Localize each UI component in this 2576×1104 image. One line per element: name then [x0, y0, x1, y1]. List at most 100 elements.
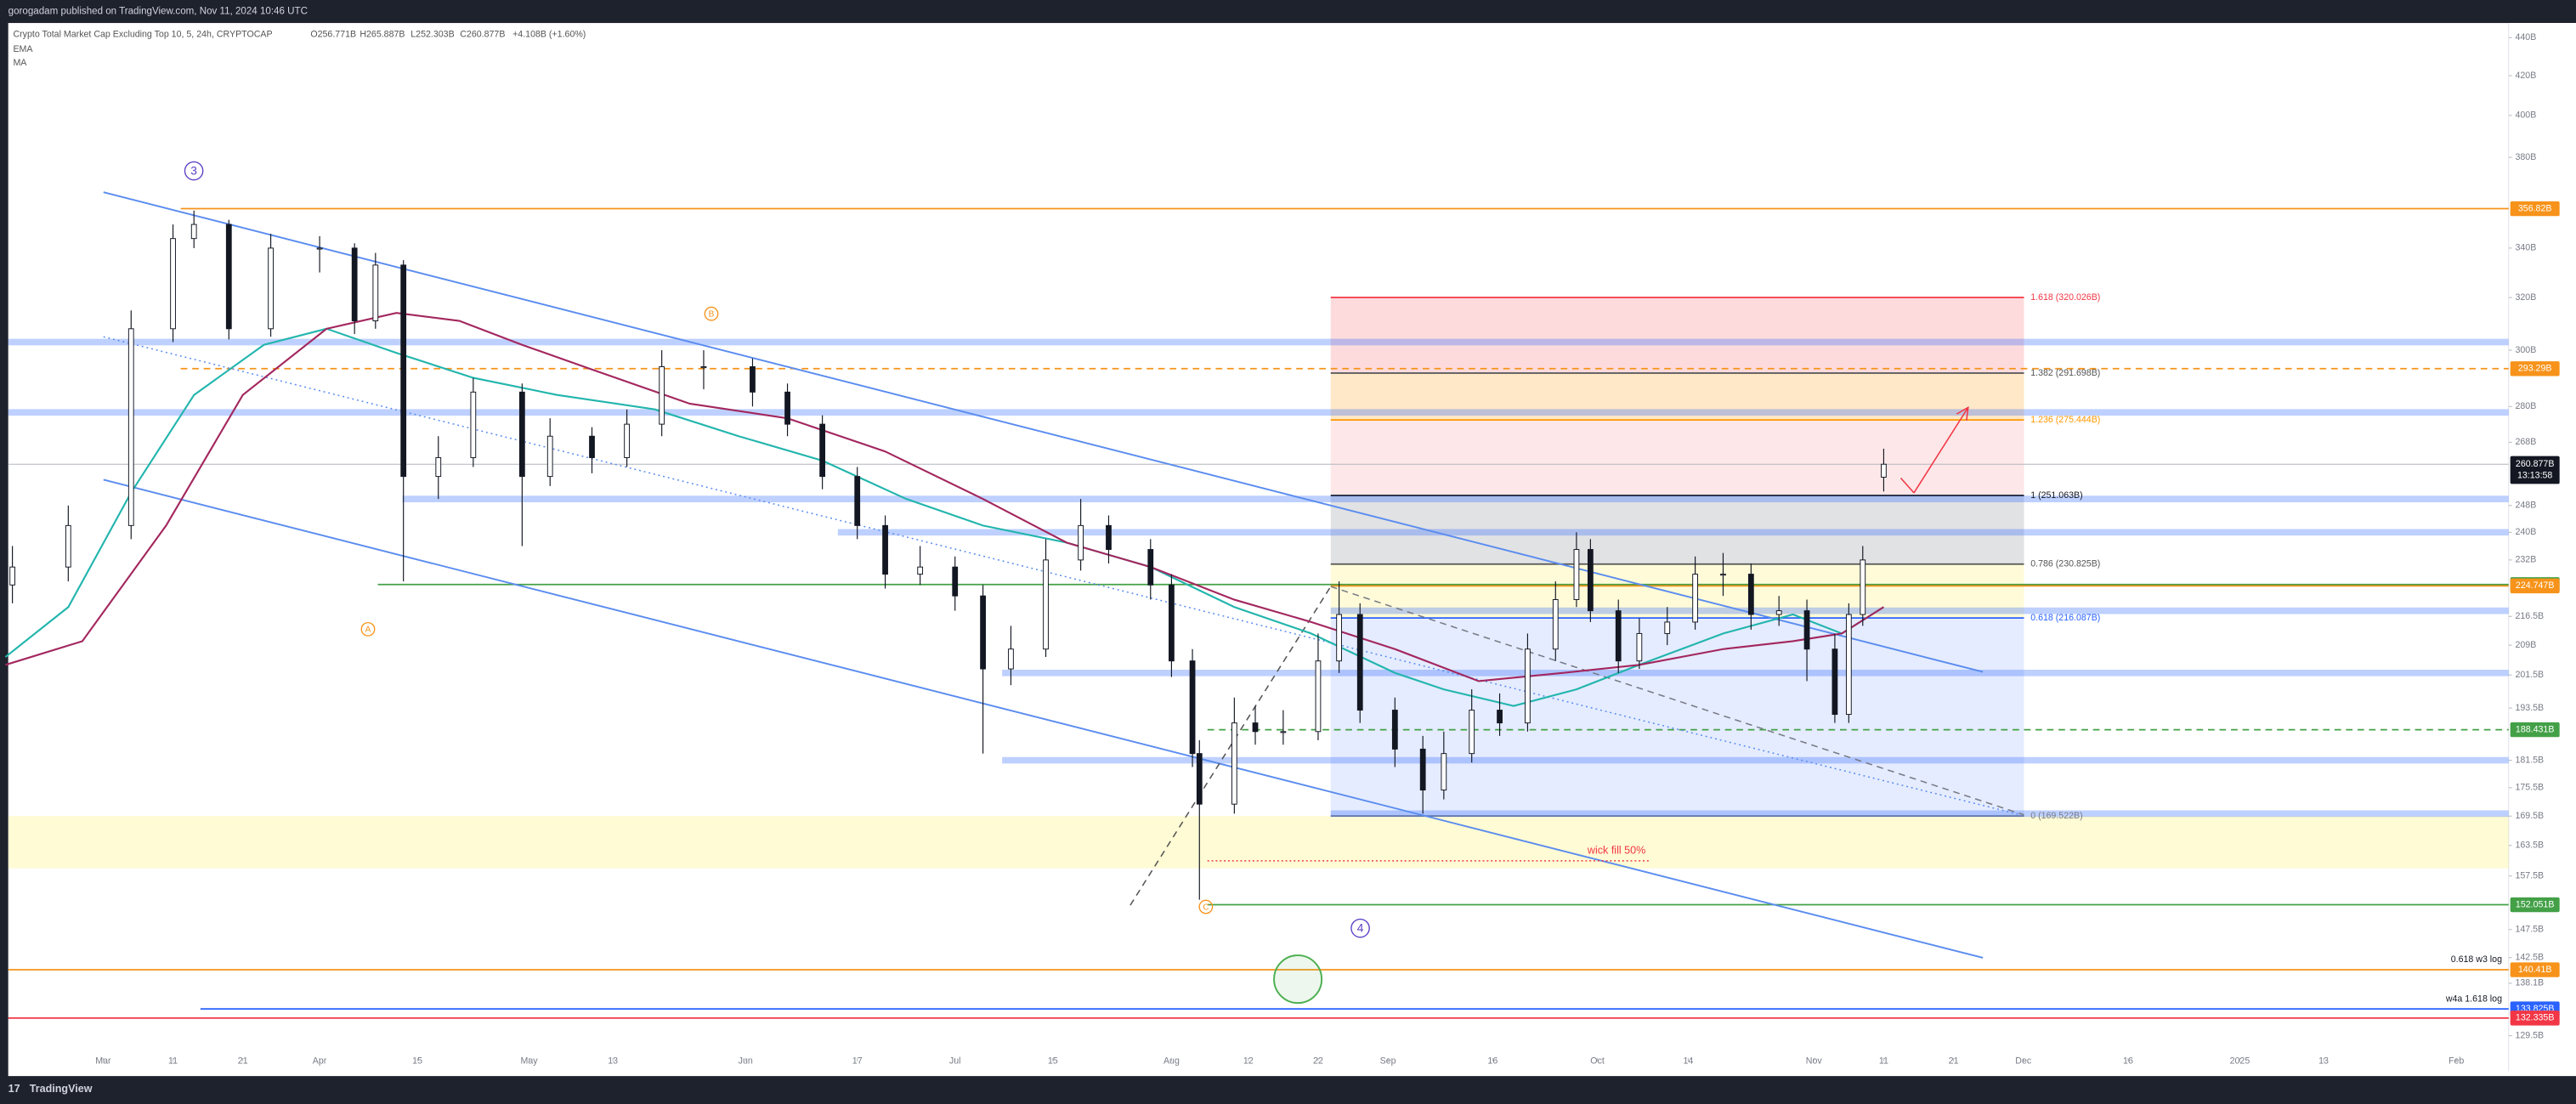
x-tick-label: 11 — [168, 1056, 178, 1067]
y-tick-label: 142.5B — [2515, 953, 2544, 963]
current-price-tag — [2510, 456, 2560, 484]
x-tick-label: Sep — [1380, 1056, 1396, 1067]
candle-body — [470, 391, 477, 458]
candle-body — [1775, 610, 1782, 615]
price-tag-label: 132.335B — [2516, 1013, 2555, 1023]
candle-body — [1106, 524, 1112, 551]
candle-body — [1692, 574, 1698, 623]
candle-body — [1497, 710, 1503, 724]
price-tag — [2510, 722, 2560, 738]
ohlc-value: +4.108B (+1.60%) — [512, 29, 586, 39]
x-tick-label: Jun — [739, 1056, 753, 1067]
candle-body — [400, 264, 407, 478]
price-axis — [2508, 23, 2576, 1072]
fib-label: 1.382 (291.698B) — [2030, 368, 2100, 378]
x-tick-label: Apr — [313, 1056, 327, 1067]
current-price-label: 260.877B — [2516, 459, 2555, 469]
candle-body — [1803, 610, 1810, 650]
candle-body — [952, 566, 959, 597]
x-tick-label: 16 — [2123, 1056, 2133, 1067]
plot-background — [8, 23, 2576, 1077]
candle-body — [1525, 648, 1531, 724]
candle-body — [1008, 648, 1014, 670]
channel-lower — [103, 478, 1984, 959]
y-tick-label: 129.5B — [2515, 1030, 2544, 1040]
x-tick-label: 21 — [238, 1056, 248, 1067]
candle-body — [65, 524, 71, 568]
x-tick-label: Feb — [2449, 1056, 2464, 1067]
x-tick-label: 22 — [1313, 1056, 1323, 1067]
price-tag — [2510, 897, 2560, 913]
x-tick-label: Aug — [1163, 1056, 1180, 1067]
y-tick-label: 232B — [2515, 555, 2536, 565]
x-tick-label: 16 — [1487, 1056, 1497, 1067]
fib-label: 0.618 (216.087B) — [2030, 613, 2100, 623]
y-tick-label: 248B — [2515, 501, 2536, 511]
candle-body — [127, 328, 134, 526]
fib-label: 1.618 (320.026B) — [2030, 292, 2100, 303]
footer-logo: TradingView — [30, 1083, 93, 1095]
candle-body — [1469, 710, 1475, 755]
projection-line — [1129, 586, 1332, 906]
candle-body — [1419, 748, 1426, 791]
x-tick-label: Mar — [95, 1056, 111, 1067]
candle-body — [1078, 524, 1084, 561]
price-tag-label: 356.82B — [2518, 203, 2552, 213]
x-tick-label: 15 — [1048, 1056, 1058, 1067]
zone — [8, 816, 2509, 869]
fib-zone — [1330, 373, 2024, 421]
indicator-legend: EMA — [13, 44, 33, 54]
candle-body — [659, 365, 665, 425]
candle-body — [624, 423, 630, 458]
candle-body — [1189, 660, 1196, 755]
wave-label-ring — [704, 306, 719, 321]
indicator-legend: MA — [13, 58, 27, 68]
candle-body — [1573, 549, 1580, 600]
candle-body — [1356, 614, 1363, 711]
x-tick-label: Jul — [949, 1056, 961, 1067]
candle-body — [1315, 660, 1322, 733]
y-tick-label: 400B — [2515, 110, 2536, 121]
candle-body — [1587, 549, 1594, 612]
x-tick-label: 2025 — [2230, 1056, 2250, 1067]
candle-body — [170, 238, 176, 330]
candle-body — [225, 224, 232, 330]
candle-body — [1336, 614, 1342, 662]
drawings — [103, 191, 2024, 1005]
price-tag — [2510, 578, 2560, 594]
legend-title: Crypto Total Market Cap Excluding Top 10… — [13, 29, 272, 39]
arrow — [1913, 406, 1969, 494]
candle-body — [882, 524, 888, 575]
y-tick-label: 209B — [2515, 640, 2536, 650]
candle-body — [372, 264, 379, 321]
candle-body — [1881, 463, 1887, 478]
y-tick-label: 157.5B — [2515, 871, 2544, 881]
y-tick-label: 201.5B — [2515, 670, 2544, 680]
y-tick-label: 440B — [2515, 32, 2536, 42]
y-tick-label: 420B — [2515, 71, 2536, 81]
candle-body — [435, 456, 442, 478]
fib-label: 0.786 (230.825B) — [2030, 559, 2100, 569]
ohlc-value: H265.887B — [360, 29, 405, 39]
candle-body — [190, 224, 197, 240]
wave-label-ring — [184, 161, 204, 181]
candle-body — [546, 435, 553, 478]
candle-body — [1552, 599, 1559, 650]
wave-label: A — [365, 626, 371, 635]
highlight-circle — [1273, 954, 1323, 1005]
x-tick-label: Oct — [1590, 1056, 1605, 1067]
candle-body — [518, 391, 525, 478]
wave-label: B — [709, 309, 715, 319]
y-tick-label: 138.1B — [2515, 978, 2544, 988]
publish-header: gorogadam published on TradingView.com, … — [8, 7, 308, 17]
x-tick-label: 12 — [1243, 1056, 1254, 1067]
x-tick-label: 15 — [412, 1056, 422, 1067]
y-tick-label: 240B — [2515, 527, 2536, 537]
x-tick-label: 11 — [1879, 1056, 1888, 1067]
y-tick-label: 163.5B — [2515, 841, 2544, 851]
y-tick-label: 320B — [2515, 292, 2536, 303]
foreground-layer: Crypto Total Market Cap Excluding Top 10… — [4, 29, 2560, 1026]
candle-body — [589, 435, 595, 458]
ohlc-value: C260.877B — [460, 29, 505, 39]
y-tick-label: 216.5B — [2515, 611, 2544, 621]
